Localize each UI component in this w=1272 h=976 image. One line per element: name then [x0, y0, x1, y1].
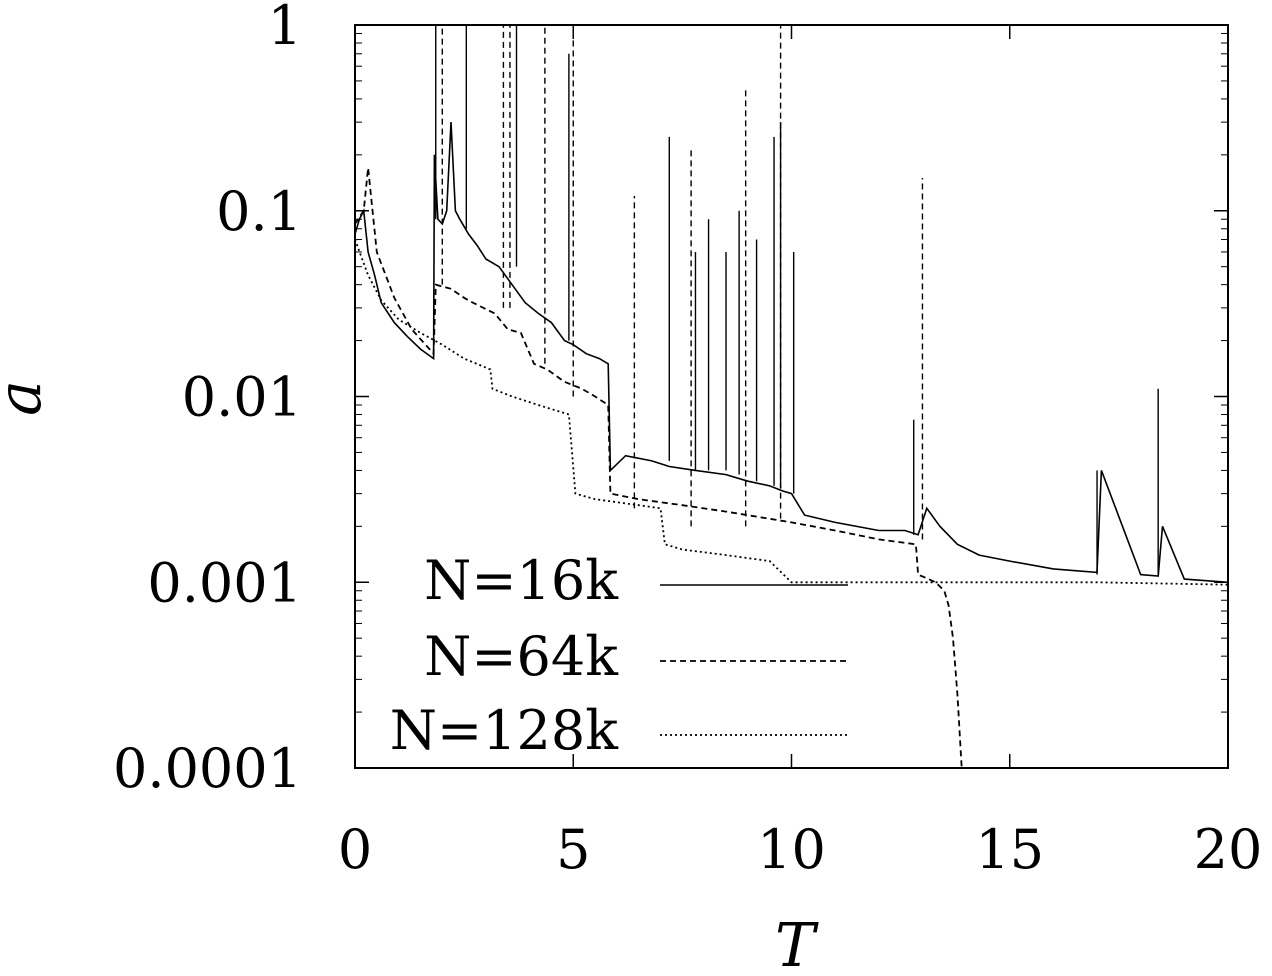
- series-line: [355, 167, 963, 768]
- y-tick-label: 0.01: [182, 366, 302, 429]
- legend-label: N=64k: [424, 625, 619, 688]
- x-tick-label: 15: [975, 818, 1044, 881]
- legend: N=16k N=64k N=128k: [390, 549, 848, 762]
- series-line: [355, 239, 1228, 586]
- x-tick-label: 0: [338, 818, 372, 881]
- legend-label: N=128k: [390, 699, 620, 762]
- y-axis-title: a: [0, 380, 55, 416]
- y-tick-label: 0.1: [216, 180, 302, 243]
- x-axis: 0 5 10 15 20: [338, 25, 1263, 881]
- legend-label: N=16k: [424, 549, 619, 612]
- series-layer: [355, 25, 1228, 768]
- series-N=128k: [355, 239, 1228, 586]
- series-N=64k: [355, 25, 963, 768]
- series-line: [355, 122, 1228, 584]
- y-tick-label: 1: [268, 0, 302, 57]
- x-tick-label: 5: [556, 818, 590, 881]
- y-tick-label: 0.001: [147, 551, 302, 614]
- x-tick-label: 20: [1194, 818, 1263, 881]
- series-N=16k: [355, 25, 1228, 584]
- x-axis-title: T: [775, 911, 819, 976]
- y-tick-label: 0.0001: [113, 737, 302, 800]
- x-tick-label: 10: [757, 818, 826, 881]
- y-axis: 0.0001 0.001 0.01 0.1 1: [113, 0, 1228, 800]
